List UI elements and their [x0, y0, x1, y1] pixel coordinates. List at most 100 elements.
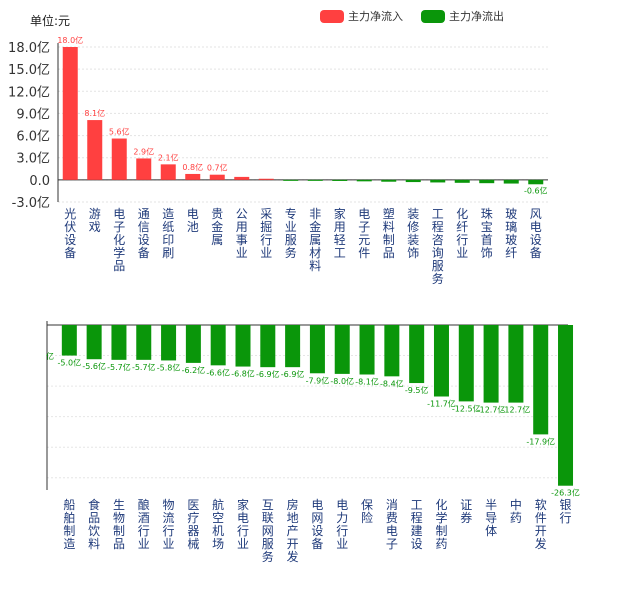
bar-value-label: -7.9亿 — [306, 375, 330, 385]
bar-value-label: 18.0亿 — [57, 35, 83, 45]
legend-item-inflow[interactable]: 主力净流入 — [320, 8, 403, 24]
bar — [235, 325, 251, 367]
bar-value-label: -6.2亿 — [182, 365, 206, 375]
category-label: 塑料制品 — [383, 206, 395, 260]
bar — [258, 178, 274, 180]
category-label: 电网设备 — [311, 498, 323, 551]
bar — [111, 325, 127, 360]
category-label: 电子化学品 — [113, 207, 125, 273]
bar — [61, 325, 77, 356]
bar — [309, 325, 325, 374]
bar-value-label: 0.7亿 — [207, 163, 228, 173]
bar-value-label: -17.9亿 — [526, 436, 555, 446]
bar — [479, 179, 495, 184]
bar-value-label: -6.9亿 — [281, 369, 305, 379]
category-label: 互联网服务 — [262, 498, 274, 564]
y-tick-label: 15.0亿 — [8, 63, 50, 78]
bar-value-label: -9.5亿 — [405, 385, 429, 395]
bar — [86, 325, 102, 360]
unit-label: 单位:元 — [30, 14, 71, 28]
bar — [405, 179, 421, 183]
bar-value-label: -0.6亿 — [524, 185, 548, 195]
category-label: 半导体 — [485, 498, 497, 538]
inflow-bar-chart: 18.0亿 15.0亿 12.0亿 9.0亿 6.0亿 3.0亿 0.0 -3.0亿 18.0亿… — [8, 35, 548, 286]
bar — [111, 138, 127, 180]
legend-label-inflow: 主力净流入 — [348, 10, 403, 23]
category-label: 化学制药 — [435, 498, 447, 551]
category-label: 公用事业 — [236, 207, 248, 260]
bar — [87, 120, 103, 180]
y-tick-label: 6.0亿 — [16, 130, 50, 145]
bar-value-label: -6.8亿 — [231, 369, 255, 379]
bar — [334, 325, 350, 374]
category-label: 游戏 — [89, 207, 101, 234]
category-label: 珠宝首饰 — [481, 207, 493, 260]
category-label: 化纤行业 — [456, 207, 468, 260]
bar — [260, 325, 276, 368]
y-tick-label: 0.0 — [29, 174, 50, 189]
category-label: 中药 — [510, 497, 522, 525]
bar-value-label: -5.6亿 — [82, 361, 106, 371]
bar — [283, 179, 299, 181]
bar-value-label: -5.8亿 — [157, 362, 181, 372]
bar — [458, 325, 474, 402]
bar-value-label: 8.1亿 — [84, 108, 105, 118]
bar — [185, 173, 201, 180]
category-label: 房地产开发 — [287, 497, 299, 564]
bar-value-label: -11.7亿 — [427, 399, 456, 409]
bar — [503, 179, 519, 184]
category-label: 家电行业 — [237, 497, 249, 551]
bar-value-label: -8.1亿 — [355, 377, 379, 387]
bar — [533, 325, 549, 435]
bar — [508, 325, 524, 403]
category-label: 工程建设 — [411, 498, 423, 551]
bar-value-label: -26.3亿 — [551, 488, 580, 498]
y-tick-label: -3.0亿 — [12, 196, 50, 211]
bar-value-label: -6.6亿 — [206, 367, 230, 377]
bar-value-label: -12.7亿 — [477, 405, 506, 415]
category-label: 证券 — [460, 498, 472, 525]
bar-value-label: -5.7亿 — [132, 362, 156, 372]
bar — [185, 325, 201, 363]
bar-value-label: -12.5亿 — [452, 403, 481, 413]
bar — [558, 325, 574, 486]
legend-item-outflow[interactable]: 主力净流出 — [421, 8, 504, 24]
category-label: 光伏设备 — [64, 207, 76, 260]
y-tick-label: 12.0亿 — [8, 85, 50, 100]
leading-value-label: 亿 — [46, 351, 54, 361]
y-tick-label: 9.0亿 — [16, 107, 50, 122]
legend-label-outflow: 主力净流出 — [449, 10, 504, 23]
bar-value-label: -5.7亿 — [107, 362, 131, 372]
bar — [356, 179, 372, 182]
bar — [381, 179, 397, 182]
category-label: 消费电子 — [386, 498, 398, 551]
bar-value-label: -12.7亿 — [502, 405, 531, 415]
bar — [307, 179, 323, 181]
category-label: 专业服务 — [285, 206, 297, 260]
bar-value-label: -5.0亿 — [58, 358, 82, 368]
category-label: 软件开发 — [535, 498, 547, 551]
inflow-swatch — [320, 9, 344, 23]
category-label: 船舶制造 — [63, 498, 75, 551]
y-tick-label: 18.0亿 — [8, 41, 50, 56]
bar — [62, 47, 78, 180]
category-label: 贵金属 — [211, 207, 223, 247]
category-label: 造纸印刷 — [162, 207, 174, 260]
bar-value-label: -6.9亿 — [256, 369, 280, 379]
category-label: 物流行业 — [163, 498, 175, 551]
category-label: 酿酒行业 — [138, 497, 150, 551]
category-label: 医疗器械 — [187, 498, 199, 551]
category-label: 装修装饰 — [407, 207, 419, 260]
category-label: 家用轻工 — [334, 206, 346, 260]
category-label: 保险 — [361, 498, 373, 525]
bar — [160, 164, 176, 180]
bar — [285, 325, 301, 368]
category-label: 电池 — [187, 207, 199, 234]
bar — [359, 325, 375, 375]
category-label: 通信设备 — [138, 207, 150, 260]
category-label: 玻璃玻纤 — [505, 207, 517, 260]
category-label: 航空机场 — [212, 497, 224, 551]
category-label: 银行 — [560, 498, 572, 525]
bar — [332, 179, 348, 181]
bar — [234, 176, 250, 180]
